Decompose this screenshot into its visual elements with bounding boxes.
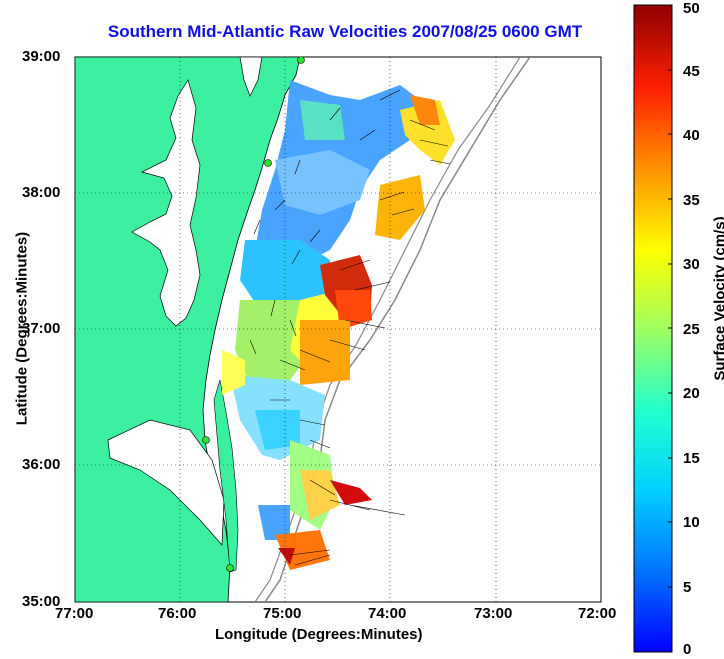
y-tick: 38:00 <box>22 184 61 201</box>
x-tick: 77:00 <box>55 605 94 622</box>
x-tick: 73:00 <box>474 605 513 622</box>
station-marker <box>202 436 210 444</box>
barrier-land <box>213 379 239 573</box>
delaware-bay <box>239 57 263 97</box>
x-tick: 75:00 <box>263 605 302 622</box>
colorbar-tick: 30 <box>683 256 700 273</box>
station-marker <box>297 57 305 64</box>
colorbar-label: Surface Velocity (cm/s) <box>711 216 724 381</box>
map-title: Southern Mid-Atlantic Raw Velocities 200… <box>107 22 583 41</box>
x-tick: 76:00 <box>158 605 197 622</box>
velocity-field <box>222 80 455 570</box>
colorbar-tick: 20 <box>683 385 700 402</box>
pamlico-sound <box>107 419 225 546</box>
colorbar-tick: 5 <box>683 579 692 596</box>
y-tick: 37:00 <box>22 320 61 337</box>
colorbar-tick: 45 <box>683 63 700 80</box>
colorbar-tick: 35 <box>683 192 700 209</box>
y-axis-label: Latitude (Degrees:Minutes) <box>13 231 31 426</box>
grid <box>75 57 601 602</box>
colorbar-tick: 50 <box>683 0 700 17</box>
chesapeake-bay <box>131 79 201 327</box>
y-tick: 39:00 <box>22 48 61 65</box>
y-tick: 35:00 <box>22 593 61 610</box>
colorbar-tick: 40 <box>683 127 700 144</box>
colorbar <box>633 4 673 653</box>
x-tick: 74:00 <box>368 605 407 622</box>
station-marker <box>264 159 272 167</box>
velocity-vectors <box>249 89 451 566</box>
x-axis-label: Longitude (Degrees:Minutes) <box>215 626 423 643</box>
colorbar-tick: 15 <box>683 450 700 467</box>
y-tick: 36:00 <box>22 456 61 473</box>
x-tick: 72:00 <box>578 605 617 622</box>
radar-stations <box>202 57 305 572</box>
colorbar-tick: 0 <box>683 641 692 658</box>
bathymetry-contour <box>264 57 531 602</box>
station-marker <box>226 564 234 572</box>
colorbar-tick: 25 <box>683 321 700 338</box>
colorbar-tick: 10 <box>683 514 700 531</box>
